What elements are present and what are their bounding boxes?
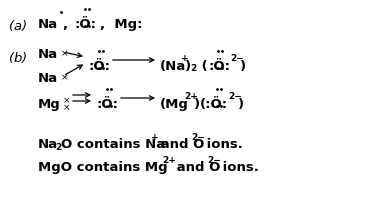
Text: ($a$): ($a$) [8, 18, 27, 33]
Text: ): ) [194, 98, 200, 111]
Text: (:Ö:: (:Ö: [200, 98, 228, 111]
Text: ): ) [185, 60, 191, 73]
Text: :Ö:: :Ö: [208, 60, 230, 73]
Text: ($b$): ($b$) [8, 50, 27, 65]
Text: and O: and O [172, 161, 220, 174]
Text: and O: and O [156, 138, 204, 151]
Text: MgO contains Mg: MgO contains Mg [38, 161, 168, 174]
Text: 2−: 2− [230, 54, 244, 63]
Text: :Ö:: :Ö: [96, 98, 118, 111]
Text: ): ) [238, 98, 244, 111]
Text: :Ö:: :Ö: [88, 60, 110, 73]
Text: 2+: 2+ [162, 156, 176, 165]
Text: O contains Na: O contains Na [61, 138, 165, 151]
Text: 2−: 2− [191, 133, 205, 142]
Text: ): ) [240, 60, 246, 73]
Text: :Ö:: :Ö: [74, 18, 96, 31]
Text: 2+: 2+ [184, 92, 198, 101]
Text: ,  Mg:: , Mg: [100, 18, 142, 31]
Text: 2−: 2− [228, 92, 242, 101]
Text: ×: × [63, 103, 71, 112]
Text: 2−: 2− [207, 156, 221, 165]
Text: ,: , [62, 18, 67, 31]
Text: ×: × [63, 96, 71, 105]
Text: ions.: ions. [202, 138, 243, 151]
Text: Na: Na [38, 72, 58, 85]
Text: ×: × [61, 49, 68, 58]
Text: +: + [151, 133, 158, 142]
Text: ×: × [61, 73, 68, 82]
Text: 2: 2 [190, 64, 196, 73]
Text: (Na: (Na [160, 60, 186, 73]
Text: Na: Na [38, 18, 58, 31]
Text: Na: Na [38, 138, 58, 151]
Text: (: ( [197, 60, 208, 73]
Text: Na: Na [38, 48, 58, 61]
Text: (Mg: (Mg [160, 98, 189, 111]
Text: 2: 2 [55, 143, 61, 152]
Text: ions.: ions. [218, 161, 259, 174]
Text: +: + [181, 54, 188, 63]
Text: Mg: Mg [38, 98, 61, 111]
